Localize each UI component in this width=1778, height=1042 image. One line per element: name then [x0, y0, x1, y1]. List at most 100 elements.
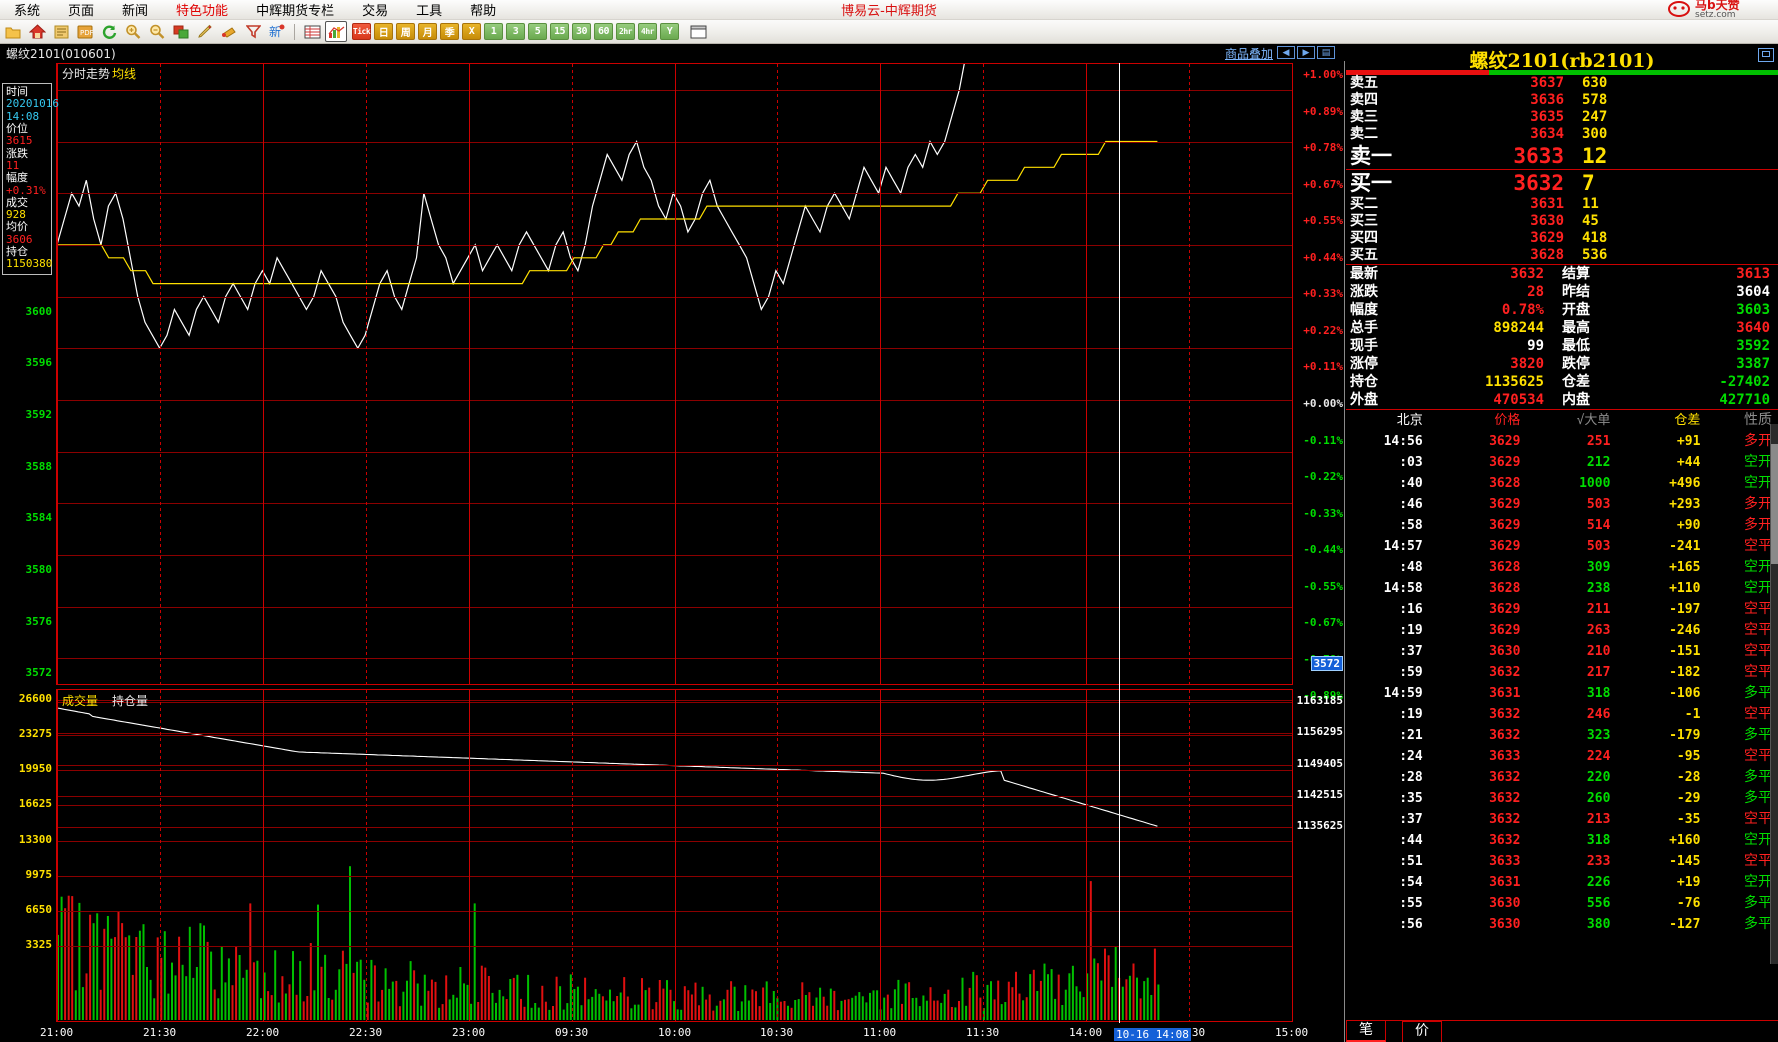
tick-row[interactable]: :59 3632 217 -182 空平: [1346, 662, 1778, 683]
pencil-icon[interactable]: [194, 21, 216, 42]
tick-list-scrollbar[interactable]: [1770, 424, 1778, 964]
period-button-1[interactable]: 1: [484, 23, 503, 40]
alert-icon[interactable]: [218, 21, 240, 42]
tick-row[interactable]: :24 3633 224 -95 空平: [1346, 746, 1778, 767]
menu-item-6[interactable]: 工具: [416, 4, 443, 19]
price-pane[interactable]: 3616361236083604360035963592358835843580…: [0, 61, 1345, 702]
order-book-row[interactable]: 卖一 3633 12: [1346, 143, 1778, 169]
tick-list-table[interactable]: 北京 价格 √大单 仓差 性质 14:56 3629 251 +91 多开:03 3629…: [1346, 410, 1778, 935]
period-button-x[interactable]: X: [462, 23, 481, 40]
tab-ticks[interactable]: 笔: [1346, 1021, 1386, 1042]
tick-row[interactable]: :37 3632 213 -35 空平: [1346, 809, 1778, 830]
tick-row[interactable]: :28 3632 220 -28 多平: [1346, 767, 1778, 788]
table-icon[interactable]: [301, 21, 323, 42]
price-plot-area[interactable]: [56, 63, 1293, 685]
maximize-icon[interactable]: [1758, 48, 1774, 62]
tick-row[interactable]: :58 3629 514 +90 多开: [1346, 515, 1778, 536]
new-icon[interactable]: 新: [266, 21, 288, 42]
order-book-row[interactable]: 卖三 3635 247: [1346, 109, 1778, 126]
time-axis-tick: 21:30: [143, 1026, 177, 1039]
period-button-60[interactable]: 60: [594, 23, 613, 40]
tick-row[interactable]: 14:56 3629 251 +91 多开: [1346, 431, 1778, 452]
tick-row[interactable]: 14:59 3631 318 -106 多平: [1346, 683, 1778, 704]
candlestick-chart-icon[interactable]: [325, 21, 347, 42]
tick-row[interactable]: :21 3632 323 -179 多平: [1346, 725, 1778, 746]
tick-nature: 空平: [1744, 622, 1772, 638]
volume-bar: [185, 976, 188, 1020]
brand-logo: 马b天赞 setz.com: [1668, 0, 1776, 20]
oi-gridline: [57, 733, 1292, 734]
menu-item-1[interactable]: 页面: [68, 4, 95, 19]
period-button-月[interactable]: 月: [418, 23, 437, 40]
order-book-row[interactable]: 卖五 3637 630: [1346, 75, 1778, 92]
nav-next-button[interactable]: ▶: [1297, 46, 1315, 59]
tick-row[interactable]: :37 3630 210 -151 空平: [1346, 641, 1778, 662]
tick-oi-change: -76: [1676, 896, 1701, 911]
tick-row[interactable]: :40 3628 1000 +496 空开: [1346, 473, 1778, 494]
volume-bar: [1000, 1004, 1003, 1020]
tick-row[interactable]: :44 3632 318 +160 空开: [1346, 830, 1778, 851]
menu-item-0[interactable]: 系统: [14, 4, 41, 19]
period-button-5[interactable]: 5: [528, 23, 547, 40]
order-book-row[interactable]: 买五 3628 536: [1346, 247, 1778, 264]
folder-icon[interactable]: [2, 21, 24, 42]
refresh-icon[interactable]: [98, 21, 120, 42]
note-icon[interactable]: [50, 21, 72, 42]
window-icon[interactable]: [687, 21, 709, 42]
overlay-link[interactable]: 商品叠加: [1224, 47, 1273, 61]
period-button-15[interactable]: 15: [550, 23, 569, 40]
period-button-季[interactable]: 季: [440, 23, 459, 40]
tick-row[interactable]: :56 3630 380 -127 多平: [1346, 914, 1778, 935]
chart-panel[interactable]: 螺纹2101(010601) 商品叠加 ◀ ▶ ▤ 36163612360836…: [0, 44, 1345, 1042]
filter-icon[interactable]: [242, 21, 264, 42]
tick-row[interactable]: :46 3629 503 +293 多开: [1346, 494, 1778, 515]
period-button-3[interactable]: 3: [506, 23, 525, 40]
order-book-row[interactable]: 买三 3630 45: [1346, 213, 1778, 230]
pdf-icon[interactable]: PDF: [74, 21, 96, 42]
order-book-row[interactable]: 买二 3631 11: [1346, 196, 1778, 213]
period-button-tick[interactable]: Tick: [352, 23, 371, 40]
menu-item-3[interactable]: 特色功能: [176, 4, 229, 19]
period-button-y[interactable]: Y: [660, 23, 679, 40]
order-book-row[interactable]: 卖二 3634 300: [1346, 126, 1778, 143]
tick-row[interactable]: :54 3631 226 +19 空开: [1346, 872, 1778, 893]
period-button-4hr[interactable]: 4hr: [638, 23, 657, 40]
tick-row[interactable]: :48 3628 309 +165 空开: [1346, 557, 1778, 578]
stat-value-left: 0.78%: [1501, 302, 1544, 318]
menu-item-5[interactable]: 交易: [362, 4, 389, 19]
zoom-out-icon[interactable]: [146, 21, 168, 42]
period-button-日[interactable]: 日: [374, 23, 393, 40]
volume-bar: [292, 951, 294, 1020]
order-book-row[interactable]: 卖四 3636 578: [1346, 92, 1778, 109]
home-icon[interactable]: [26, 21, 48, 42]
tab-prices[interactable]: 价: [1402, 1021, 1442, 1042]
volume-pane[interactable]: 26600 23275 19950 16625 13300 9975 6650 3325 11…: [0, 689, 1345, 1042]
order-book-row[interactable]: 买一 3632 7: [1346, 170, 1778, 196]
volume-bar: [217, 998, 220, 1020]
tick-row[interactable]: 14:57 3629 503 -241 空平: [1346, 536, 1778, 557]
tick-row[interactable]: 14:58 3628 238 +110 空开: [1346, 578, 1778, 599]
period-button-30[interactable]: 30: [572, 23, 591, 40]
nav-prev-button[interactable]: ◀: [1277, 46, 1295, 59]
period-button-周[interactable]: 周: [396, 23, 415, 40]
tick-row[interactable]: :19 3629 263 -246 空平: [1346, 620, 1778, 641]
volume-bar: [423, 974, 426, 1020]
period-button-2hr[interactable]: 2hr: [616, 23, 635, 40]
tick-row[interactable]: :51 3633 233 -145 空平: [1346, 851, 1778, 872]
menu-item-7[interactable]: 帮助: [470, 4, 497, 19]
tick-row[interactable]: :16 3629 211 -197 空平: [1346, 599, 1778, 620]
tick-row[interactable]: :55 3630 556 -76 多平: [1346, 893, 1778, 914]
menu-item-2[interactable]: 新闻: [122, 4, 149, 19]
legend-volume-series: 成交量: [62, 694, 99, 708]
tick-row[interactable]: :35 3632 260 -29 多平: [1346, 788, 1778, 809]
nav-layout-button[interactable]: ▤: [1317, 46, 1335, 59]
order-book-table[interactable]: 卖五 3637 630 卖四 3636 578 卖三 3635 247 卖二 3634 300 卖一 36…: [1346, 75, 1778, 264]
tick-row[interactable]: :03 3629 212 +44 空开: [1346, 452, 1778, 473]
tick-col-volume: √大单: [1576, 413, 1611, 428]
layers-icon[interactable]: [170, 21, 192, 42]
order-book-row[interactable]: 买四 3629 418: [1346, 230, 1778, 247]
tick-row[interactable]: :19 3632 246 -1 空平: [1346, 704, 1778, 725]
menu-item-4[interactable]: 中辉期货专栏: [256, 4, 335, 19]
volume-plot-area[interactable]: [56, 689, 1293, 1022]
zoom-in-icon[interactable]: [122, 21, 144, 42]
